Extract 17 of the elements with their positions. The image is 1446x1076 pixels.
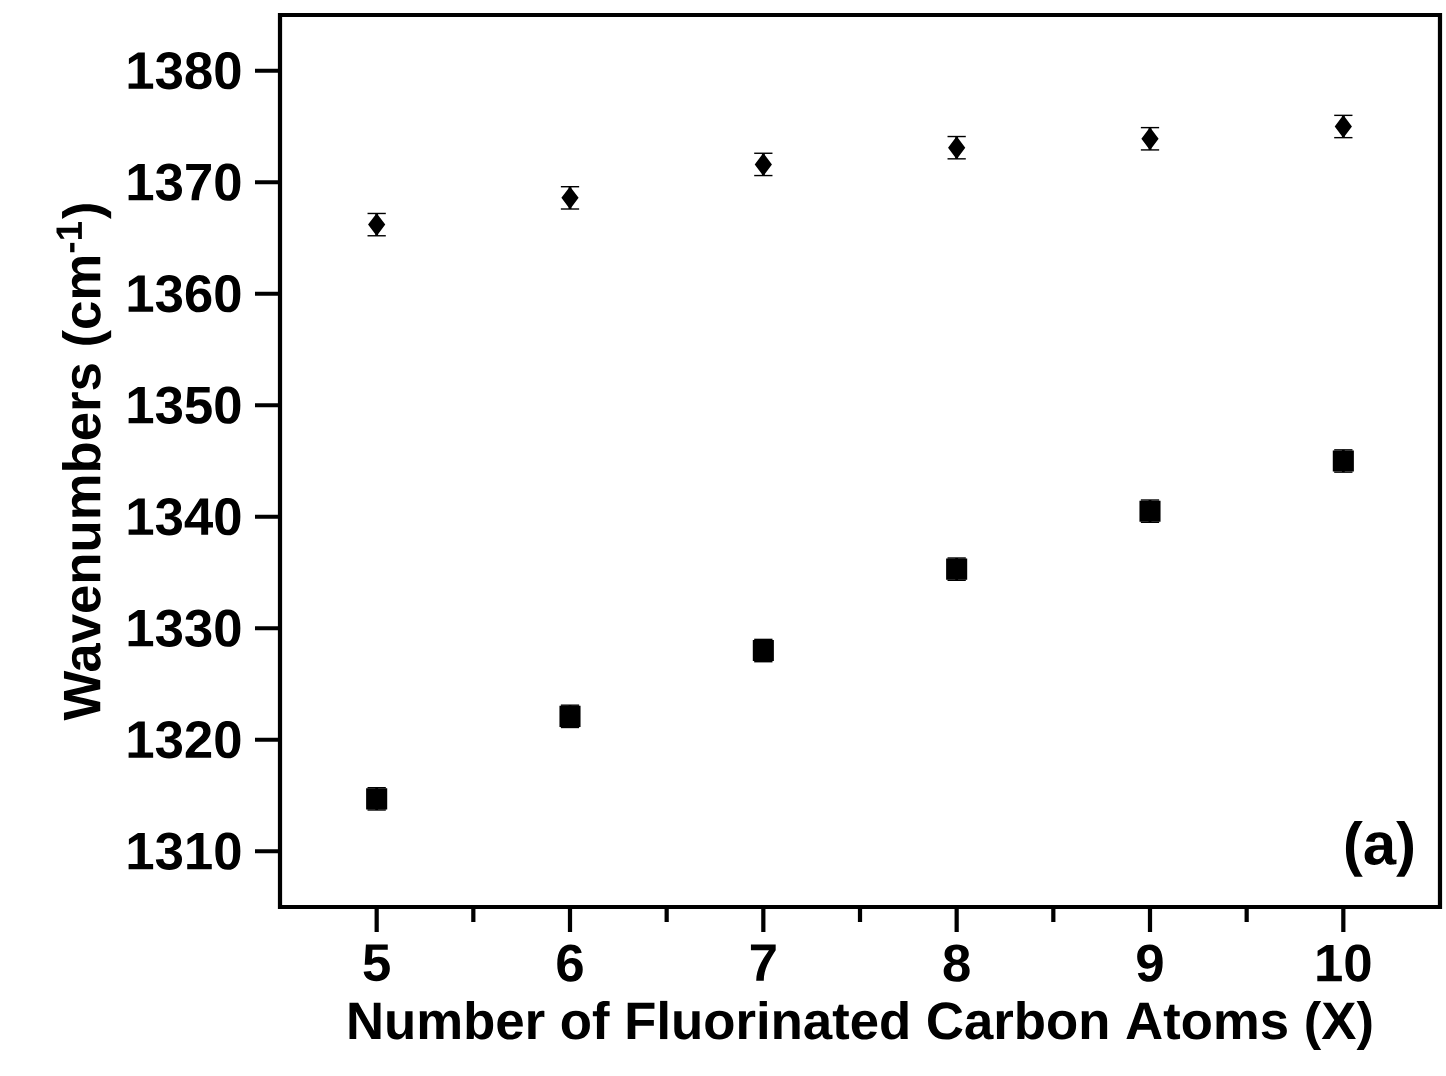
x-tick-label: 8 <box>943 944 970 982</box>
x-tick-label: 10 <box>1317 944 1371 982</box>
y-tick-label: 1380 <box>128 52 241 90</box>
x-tick-label: 6 <box>557 944 583 982</box>
x-axis-title: Number of Fluorinated Carbon Atoms (X) <box>349 1000 1372 1050</box>
y-tick-label: 1370 <box>128 163 241 201</box>
y-tick-label: 1320 <box>128 721 241 759</box>
y-tick-label: 1340 <box>128 498 241 536</box>
annotation: (a) <box>1345 821 1413 877</box>
y-axis-title: Wavenumbers (cm$^{-1}$) <box>56 204 112 721</box>
y-tick-label: 1330 <box>128 609 241 647</box>
y-tick-label: 1360 <box>128 275 241 313</box>
y-tick-label: 1350 <box>128 386 241 424</box>
x-tick-label: 5 <box>363 944 390 982</box>
y-tick-label: 1310 <box>128 832 241 870</box>
x-tick-label: 9 <box>1137 944 1163 982</box>
x-tick-label: 7 <box>750 944 776 981</box>
